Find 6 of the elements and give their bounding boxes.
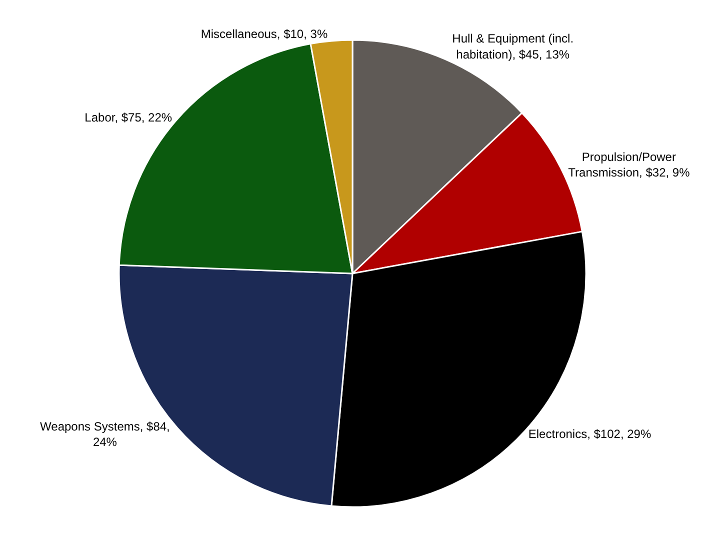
slice-label: Miscellaneous, $10, 3% xyxy=(200,27,328,42)
slice-label: Electronics, $102, 29% xyxy=(528,427,652,442)
slice-label: Labor, $75, 22% xyxy=(84,110,172,125)
slice-label: Propulsion/Power Transmission, $32, 9% xyxy=(568,150,690,180)
slice-label: Hull & Equipment (incl. habitation), $45, 13% xyxy=(452,32,574,62)
slice-label: Weapons Systems, $84, 24% xyxy=(40,420,170,450)
